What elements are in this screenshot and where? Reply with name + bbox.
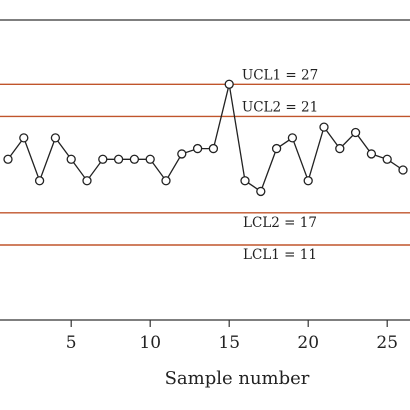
data-point-25 [382, 154, 392, 164]
control-line-label-3: LCL1 = 11 [243, 247, 317, 263]
data-point-5 [66, 154, 76, 164]
x-tick-label-10: 10 [139, 333, 161, 353]
data-point-2 [19, 133, 29, 143]
axes: 5 10 15 20 25 [0, 19, 410, 353]
data-point-3 [34, 176, 45, 186]
data-point-9 [129, 154, 140, 164]
data-point-11 [161, 176, 171, 186]
data-point-14 [208, 143, 219, 154]
control-line-label-2: LCL2 = 17 [243, 215, 317, 231]
x-tick-label-5: 5 [66, 333, 77, 353]
data-point-15 [224, 79, 234, 89]
data-point-1 [3, 154, 13, 164]
control-line-label-1: UCL2 = 21 [242, 99, 318, 115]
chart-labels: UCL1 = 27 UCL2 = 21 LCL2 = 17 LCL1 = 11 [242, 67, 318, 263]
data-point-10 [145, 154, 155, 164]
data-point-20 [303, 176, 313, 186]
data-point-12 [177, 149, 187, 159]
data-point-17 [256, 186, 266, 197]
data-point-26 [398, 165, 408, 175]
data-point-13 [192, 143, 203, 154]
control-line-label-0: UCL1 = 27 [242, 67, 318, 83]
x-tick-label-15: 15 [218, 333, 240, 353]
data-point-4 [50, 133, 61, 143]
x-tick-label-25: 25 [376, 333, 398, 353]
data-point-8 [113, 154, 124, 164]
x-tick-label-20: 20 [297, 333, 319, 353]
data-point-21 [319, 122, 329, 132]
data-point-24 [366, 149, 377, 159]
series-line [7, 84, 404, 193]
data-point-19 [287, 133, 298, 143]
data-point-23 [350, 127, 361, 138]
control-limit-lines [0, 83, 410, 246]
data-point-7 [98, 154, 108, 164]
x-axis-title: Sample number [165, 368, 310, 389]
data-series [3, 79, 408, 197]
data-point-18 [271, 143, 282, 154]
data-point-6 [82, 176, 92, 186]
data-point-16 [240, 176, 250, 186]
data-point-22 [335, 143, 345, 154]
